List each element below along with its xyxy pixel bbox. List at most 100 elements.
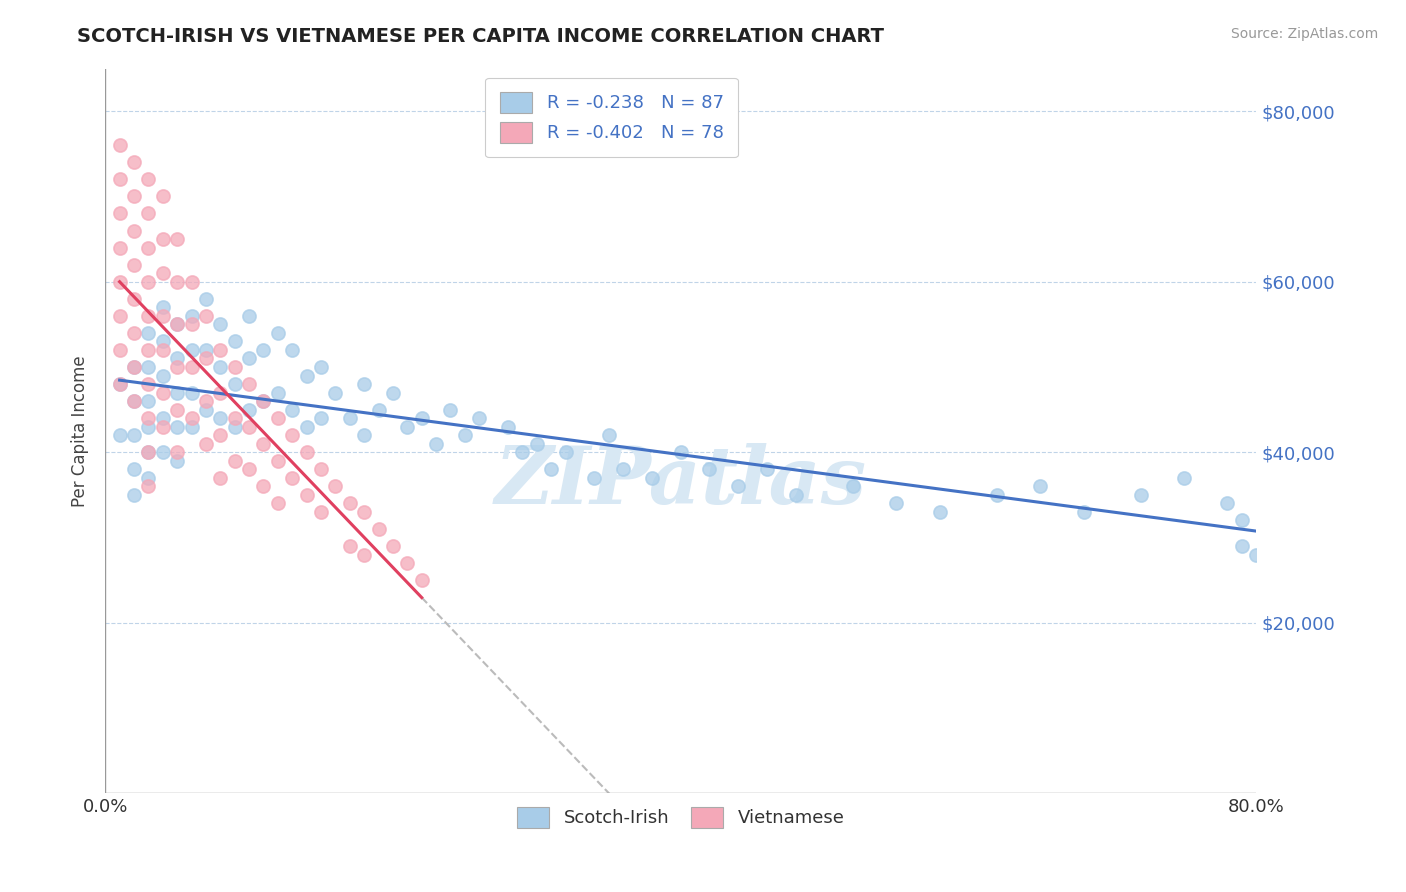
Point xyxy=(1130,488,1153,502)
Point xyxy=(439,402,461,417)
Point xyxy=(785,488,807,502)
Point xyxy=(166,445,188,459)
Point xyxy=(138,445,160,459)
Point xyxy=(152,334,174,349)
Legend: Scotch-Irish, Vietnamese: Scotch-Irish, Vietnamese xyxy=(509,800,852,835)
Point xyxy=(209,411,232,425)
Point xyxy=(238,419,260,434)
Point xyxy=(166,359,188,374)
Point xyxy=(281,471,304,485)
Point xyxy=(295,419,318,434)
Point xyxy=(411,573,433,587)
Point xyxy=(138,479,160,493)
Point xyxy=(454,428,477,442)
Point xyxy=(295,368,318,383)
Point xyxy=(166,351,188,366)
Point xyxy=(224,359,246,374)
Point xyxy=(928,505,950,519)
Point xyxy=(122,462,145,476)
Point xyxy=(108,428,131,442)
Point xyxy=(152,309,174,323)
Y-axis label: Per Capita Income: Per Capita Income xyxy=(72,355,89,507)
Point xyxy=(238,351,260,366)
Point xyxy=(152,445,174,459)
Point xyxy=(152,232,174,246)
Point xyxy=(238,309,260,323)
Point xyxy=(1073,505,1095,519)
Point xyxy=(224,411,246,425)
Point xyxy=(209,318,232,332)
Point xyxy=(138,309,160,323)
Point xyxy=(425,436,447,450)
Point xyxy=(138,394,160,409)
Point xyxy=(108,343,131,357)
Point xyxy=(267,496,290,510)
Point xyxy=(122,428,145,442)
Point xyxy=(209,359,232,374)
Point xyxy=(166,402,188,417)
Point xyxy=(152,368,174,383)
Point xyxy=(138,377,160,392)
Point xyxy=(540,462,562,476)
Point xyxy=(108,138,131,153)
Point xyxy=(138,343,160,357)
Point xyxy=(194,436,217,450)
Point xyxy=(209,428,232,442)
Point xyxy=(122,189,145,203)
Point xyxy=(727,479,749,493)
Point xyxy=(166,318,188,332)
Text: ZIPatlas: ZIPatlas xyxy=(495,443,866,520)
Point xyxy=(612,462,634,476)
Point xyxy=(526,436,548,450)
Point xyxy=(1244,548,1267,562)
Point xyxy=(108,275,131,289)
Point xyxy=(1230,513,1253,527)
Point xyxy=(194,343,217,357)
Point xyxy=(138,206,160,220)
Point xyxy=(166,454,188,468)
Point xyxy=(986,488,1008,502)
Point xyxy=(138,172,160,186)
Point xyxy=(180,385,202,400)
Point xyxy=(699,462,721,476)
Point xyxy=(194,292,217,306)
Point xyxy=(381,539,404,553)
Point xyxy=(194,402,217,417)
Point xyxy=(138,359,160,374)
Point xyxy=(468,411,491,425)
Point xyxy=(108,172,131,186)
Point xyxy=(209,343,232,357)
Point xyxy=(1216,496,1239,510)
Point xyxy=(138,445,160,459)
Point xyxy=(224,377,246,392)
Point xyxy=(209,385,232,400)
Point xyxy=(122,488,145,502)
Point xyxy=(224,454,246,468)
Text: SCOTCH-IRISH VS VIETNAMESE PER CAPITA INCOME CORRELATION CHART: SCOTCH-IRISH VS VIETNAMESE PER CAPITA IN… xyxy=(77,27,884,45)
Point xyxy=(138,471,160,485)
Point xyxy=(194,394,217,409)
Point xyxy=(367,522,389,536)
Point xyxy=(339,411,361,425)
Point xyxy=(353,548,375,562)
Point xyxy=(641,471,664,485)
Point xyxy=(353,428,375,442)
Point xyxy=(122,292,145,306)
Point xyxy=(252,343,274,357)
Point xyxy=(194,351,217,366)
Point xyxy=(1230,539,1253,553)
Point xyxy=(180,275,202,289)
Point xyxy=(122,326,145,340)
Point xyxy=(152,411,174,425)
Point xyxy=(309,411,332,425)
Point xyxy=(554,445,576,459)
Point xyxy=(108,241,131,255)
Point xyxy=(598,428,620,442)
Point xyxy=(122,223,145,237)
Point xyxy=(152,266,174,280)
Point xyxy=(152,300,174,314)
Point xyxy=(367,402,389,417)
Point xyxy=(583,471,606,485)
Point xyxy=(194,309,217,323)
Point xyxy=(180,309,202,323)
